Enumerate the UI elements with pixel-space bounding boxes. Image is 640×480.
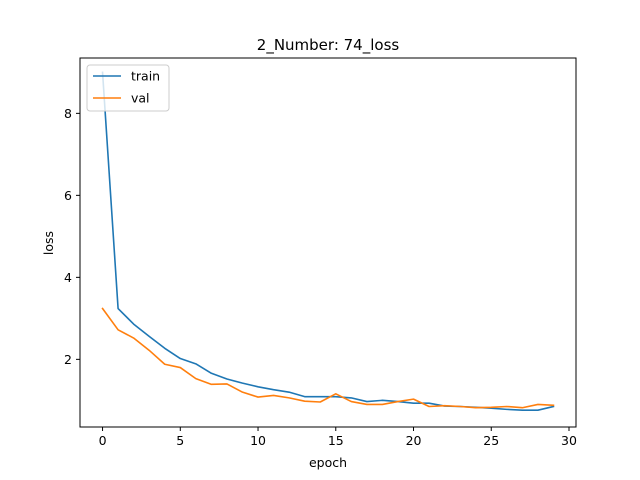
x-tick-label: 25 [483, 433, 499, 448]
series-line-val [101, 307, 555, 409]
chart-title: 2_Number: 74_loss [257, 36, 400, 55]
x-tick-label: 5 [176, 433, 184, 448]
x-tick-label: 20 [406, 433, 422, 448]
plot-frame [79, 57, 577, 428]
legend-label-train: train [131, 69, 160, 84]
x-tick-label: 30 [561, 433, 577, 448]
x-tick-label: 10 [250, 433, 266, 448]
x-tick-label: 0 [99, 433, 107, 448]
legend: train val [86, 64, 170, 112]
y-tick-label: 6 [64, 188, 72, 203]
legend-label-val: val [131, 91, 150, 106]
x-tick-label: 15 [328, 433, 344, 448]
plot-area [80, 58, 576, 427]
y-tick-label: 4 [64, 270, 72, 285]
y-tick-label: 8 [64, 106, 72, 121]
y-axis-label: loss [41, 231, 56, 255]
y-tick-label: 2 [64, 352, 72, 367]
x-axis-label: epoch [309, 455, 347, 470]
